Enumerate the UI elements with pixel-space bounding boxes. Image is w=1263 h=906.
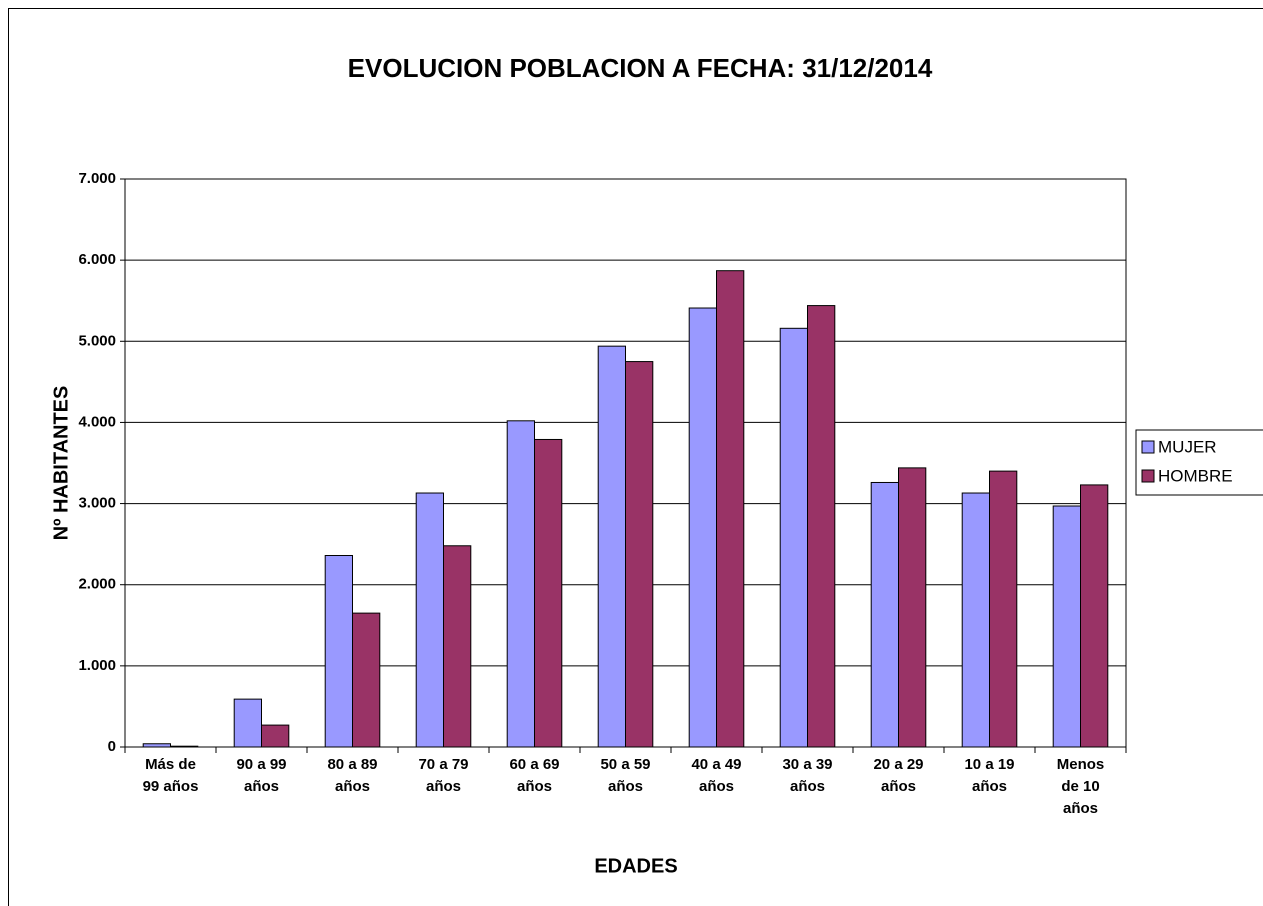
bar (716, 270, 745, 748)
bar (233, 698, 262, 748)
y-tick-label: 2.000 (78, 576, 116, 593)
bar (1052, 505, 1081, 748)
x-tick-label: 40 a 49 años (691, 756, 742, 795)
legend-label: HOMBRE (1158, 466, 1233, 485)
x-tick-label: Menos de 10 años (1056, 756, 1105, 817)
legend-box (1135, 429, 1263, 496)
y-tick-label: 3.000 (78, 495, 116, 512)
x-tick-label: 10 a 19 años (964, 756, 1015, 795)
bar (625, 361, 654, 748)
y-tick-label: 0 (108, 738, 116, 755)
x-tick-label: 90 a 99 años (236, 756, 287, 795)
x-tick-label: 20 a 29 años (873, 756, 924, 795)
bar (506, 420, 536, 748)
x-tick-label: 60 a 69 años (509, 756, 560, 795)
bar (324, 555, 354, 748)
y-tick-label: 6.000 (78, 251, 116, 268)
bar (688, 307, 718, 748)
y-tick-label: 7.000 (78, 170, 116, 187)
bar (415, 492, 445, 748)
x-tick-label: 30 a 39 años (782, 756, 833, 795)
y-tick-label: 1.000 (78, 657, 116, 674)
chart-border (8, 8, 1263, 906)
y-tick-label: 4.000 (78, 413, 116, 430)
x-tick-label: 50 a 59 años (600, 756, 651, 795)
bar (961, 492, 991, 748)
bar (597, 345, 627, 748)
x-tick-label: 80 a 89 años (327, 756, 378, 795)
bar (261, 724, 290, 748)
x-tick-label: 70 a 79 años (418, 756, 469, 795)
legend-label: MUJER (1158, 437, 1217, 456)
y-tick-label: 5.000 (78, 332, 116, 349)
bar (898, 467, 927, 748)
chart-title: EVOLUCION POBLACION A FECHA: 31/12/2014 (348, 53, 933, 83)
bar (1080, 484, 1109, 748)
bar (779, 327, 809, 748)
bar (142, 743, 171, 748)
bar (870, 481, 900, 748)
x-tick-label: Más de 99 años (142, 756, 199, 795)
y-axis-title: Nº HABITANTES (50, 386, 72, 541)
bar (352, 612, 381, 748)
bar (443, 545, 472, 748)
bar (534, 438, 563, 748)
bar (989, 470, 1018, 748)
x-axis-title: EDADES (594, 855, 677, 877)
legend-swatch (1141, 440, 1155, 454)
bar (807, 305, 836, 748)
legend-swatch (1141, 469, 1155, 483)
bar (170, 745, 199, 748)
